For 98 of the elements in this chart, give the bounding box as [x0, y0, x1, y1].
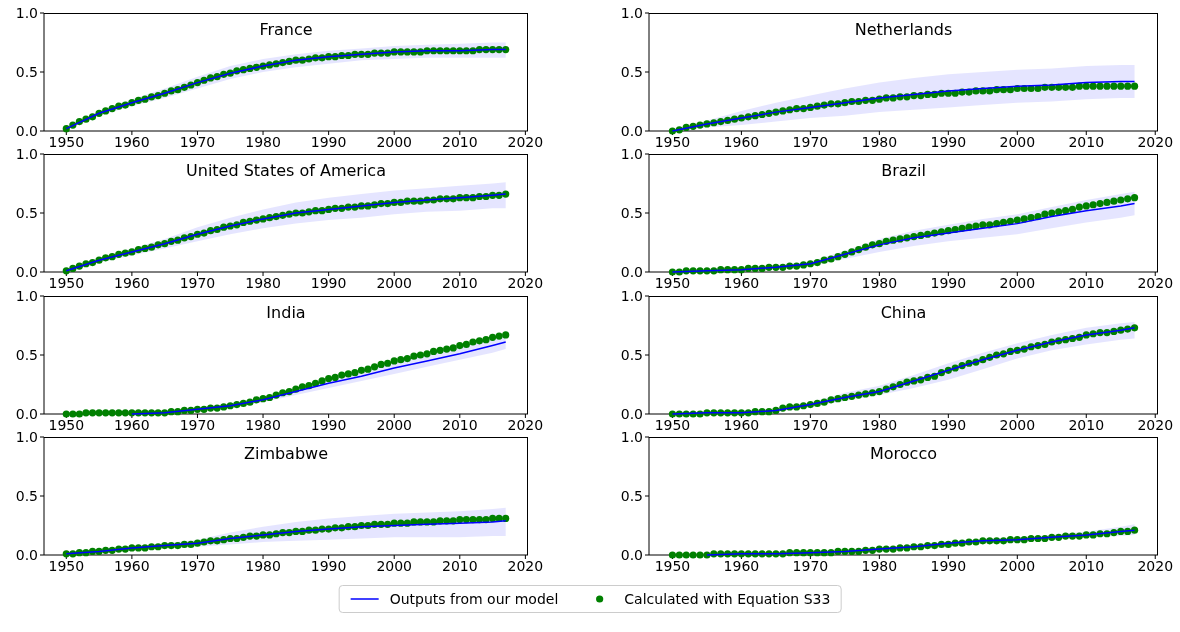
y-tick-label: 1.0 [620, 428, 643, 445]
y-tick-label: 0.5 [15, 346, 38, 363]
x-tick-label: 1980 [861, 133, 898, 150]
x-tick-label: 2000 [376, 275, 413, 292]
x-tick-label: 1950 [654, 557, 691, 574]
y-tick-label: 0.0 [620, 546, 643, 563]
text: India [265, 302, 307, 322]
x-tick-label: 2010 [1068, 557, 1105, 574]
y-tick-label: 0.0 [15, 264, 38, 281]
y-tick-label: 1.0 [15, 146, 38, 163]
x-tick-label: 2000 [999, 133, 1036, 150]
x-tick-label: 1980 [861, 557, 898, 574]
y-tick-label: 0.0 [15, 405, 38, 422]
x-tick-label: 1950 [654, 133, 691, 150]
text: Morocco [869, 443, 938, 463]
x-tick-label: 1950 [48, 557, 85, 574]
y-tick-label: 1.0 [15, 428, 38, 445]
text: Zimbabwe [242, 443, 329, 463]
x-tick-label: 1990 [310, 133, 347, 150]
y-tick-label: 0.5 [15, 205, 38, 222]
x-tick-label: 1990 [930, 416, 967, 433]
text: France [258, 20, 314, 39]
x-tick-label: 2000 [999, 416, 1036, 433]
y-tick-label: 0.5 [15, 487, 38, 504]
x-tick-label: 2010 [441, 275, 478, 292]
x-tick-label: 1970 [792, 416, 829, 433]
y-tick-label: 1.0 [620, 287, 643, 304]
y-tick-label: 0.0 [620, 405, 643, 422]
y-tick-label: 0.5 [620, 205, 643, 222]
text: Netherlands [853, 20, 954, 39]
legend-label: Calculated with Equation S33 [624, 591, 831, 607]
x-tick-label: 1980 [245, 557, 281, 574]
x-tick-label: 1960 [723, 416, 760, 433]
y-tick-label: 0.5 [15, 63, 38, 80]
x-tick-label: 2020 [507, 416, 544, 433]
text: China [879, 302, 928, 322]
x-tick-label: 2000 [999, 275, 1036, 292]
text: Brazil [880, 161, 927, 181]
x-tick-label: 2000 [999, 557, 1036, 574]
x-tick-label: 2020 [507, 133, 544, 150]
x-tick-label: 1990 [930, 557, 967, 574]
x-tick-label: 1970 [179, 416, 216, 433]
x-tick-label: 1990 [930, 133, 967, 150]
x-tick-label: 2010 [441, 416, 478, 433]
x-tick-label: 1950 [48, 275, 85, 292]
x-tick-label: 2020 [1137, 275, 1174, 292]
x-tick-label: 1980 [245, 133, 281, 150]
x-tick-label: 2010 [1068, 416, 1105, 433]
x-tick-label: 1970 [179, 557, 216, 574]
x-tick-label: 2000 [376, 133, 413, 150]
x-tick-label: 1960 [114, 133, 150, 150]
y-tick-label: 0.5 [620, 487, 643, 504]
x-tick-label: 1960 [723, 133, 760, 150]
x-tick-label: 1950 [654, 275, 691, 292]
x-tick-label: 1990 [310, 416, 347, 433]
x-tick-label: 2010 [1068, 275, 1105, 292]
x-tick-label: 1950 [48, 416, 85, 433]
y-tick-label: 0.0 [15, 122, 38, 139]
x-tick-label: 1960 [723, 557, 760, 574]
x-tick-label: 1970 [792, 557, 829, 574]
x-tick-label: 1990 [310, 557, 347, 574]
x-tick-label: 2010 [441, 557, 478, 574]
x-tick-label: 1980 [245, 416, 281, 433]
y-tick-label: 0.5 [620, 346, 643, 363]
y-tick-label: 0.5 [620, 63, 643, 80]
y-tick-label: 1.0 [620, 146, 643, 163]
x-tick-label: 2000 [376, 557, 413, 574]
x-tick-label: 1970 [179, 133, 216, 150]
x-tick-label: 2020 [1137, 133, 1174, 150]
x-tick-label: 1960 [114, 557, 150, 574]
x-tick-label: 1950 [48, 133, 85, 150]
text: United States of America [185, 161, 387, 181]
x-tick-label: 1950 [654, 416, 691, 433]
y-tick-label: 1.0 [620, 4, 643, 21]
y-tick-label: 0.0 [620, 122, 643, 139]
x-tick-label: 2020 [507, 275, 544, 292]
x-tick-label: 2020 [507, 557, 544, 574]
x-tick-label: 2000 [376, 416, 413, 433]
x-tick-label: 1980 [861, 275, 898, 292]
x-tick-label: 1960 [114, 275, 150, 292]
x-tick-label: 1980 [861, 416, 898, 433]
x-tick-label: 1970 [179, 275, 216, 292]
x-tick-label: 1990 [930, 275, 967, 292]
x-tick-label: 1970 [792, 275, 829, 292]
x-tick-label: 2010 [441, 133, 478, 150]
x-tick-label: 2010 [1068, 133, 1105, 150]
x-tick-label: 1960 [114, 416, 150, 433]
x-tick-label: 1960 [723, 275, 760, 292]
x-tick-label: 2020 [1137, 416, 1174, 433]
y-tick-label: 1.0 [15, 4, 38, 21]
x-tick-label: 1970 [792, 133, 829, 150]
y-tick-label: 0.0 [15, 546, 38, 563]
x-tick-label: 1990 [310, 275, 347, 292]
legend-label: Outputs from our model [389, 591, 559, 607]
x-tick-label: 1980 [245, 275, 281, 292]
y-tick-label: 0.0 [620, 264, 643, 281]
x-tick-label: 2020 [1137, 557, 1174, 574]
y-tick-label: 1.0 [15, 287, 38, 304]
